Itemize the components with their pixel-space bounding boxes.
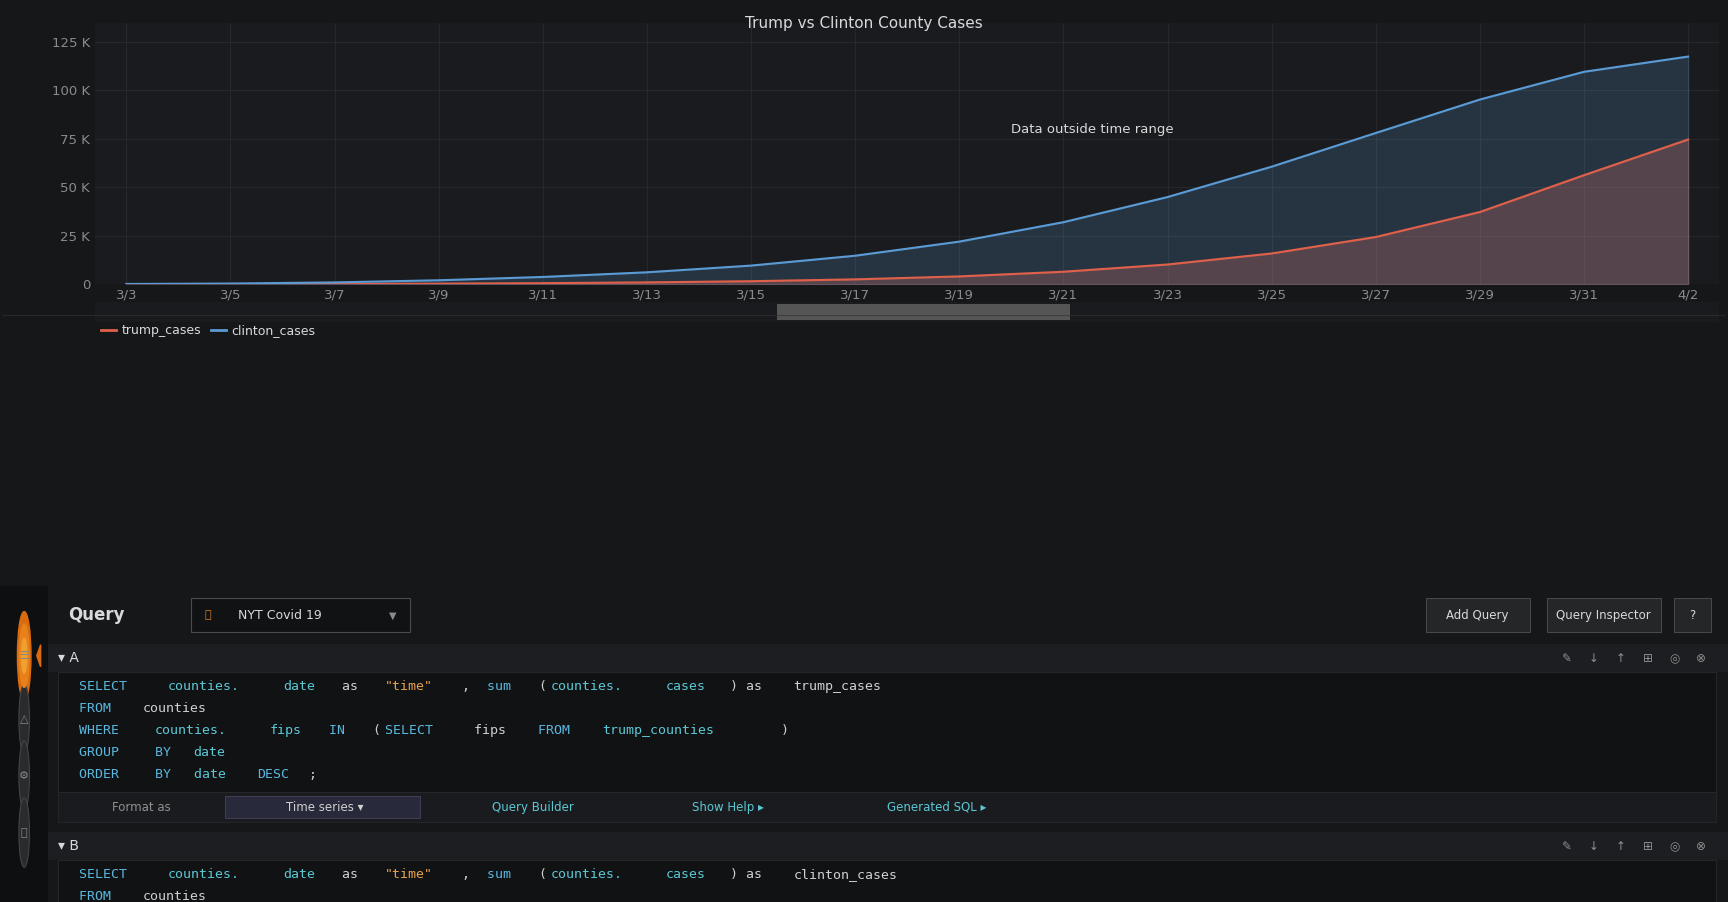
Bar: [192, 598, 410, 632]
Bar: [1426, 598, 1529, 632]
Text: Add Query: Add Query: [1446, 609, 1509, 621]
Bar: [48, 644, 1728, 672]
Text: SELECT: SELECT: [78, 680, 135, 693]
Text: trump_counties: trump_counties: [601, 723, 714, 737]
Text: BY: BY: [156, 768, 180, 781]
Text: ⚙: ⚙: [19, 770, 29, 781]
Text: ↑: ↑: [1616, 840, 1626, 852]
Text: "time": "time": [385, 868, 434, 880]
Text: 🔔: 🔔: [21, 827, 28, 838]
Bar: [778, 304, 1070, 320]
Text: GROUP: GROUP: [78, 746, 126, 759]
Text: trump_cases: trump_cases: [793, 680, 881, 693]
Text: ) as: ) as: [729, 868, 769, 880]
Text: cases: cases: [665, 680, 705, 693]
Text: ;: ;: [308, 768, 316, 781]
Text: Query Builder: Query Builder: [492, 801, 574, 814]
Text: ▾ A: ▾ A: [59, 651, 79, 666]
Text: Time series ▾: Time series ▾: [285, 801, 363, 814]
Bar: [59, 792, 1716, 823]
Text: date: date: [194, 768, 233, 781]
Text: fips: fips: [270, 723, 302, 737]
Bar: [59, 861, 1716, 902]
Text: WHERE: WHERE: [78, 723, 126, 737]
Text: Query: Query: [69, 606, 124, 624]
Bar: [1547, 598, 1661, 632]
Text: as: as: [334, 680, 366, 693]
Text: ⊗: ⊗: [1697, 840, 1706, 852]
Bar: [225, 796, 420, 818]
Text: cases: cases: [665, 868, 705, 880]
Text: sum: sum: [487, 680, 518, 693]
Text: counties: counties: [142, 702, 206, 714]
Text: ,: ,: [461, 680, 477, 693]
Bar: [1674, 598, 1711, 632]
Text: ▼: ▼: [389, 611, 396, 621]
Text: IN: IN: [321, 723, 353, 737]
Polygon shape: [36, 645, 41, 667]
Text: DESC: DESC: [257, 768, 289, 781]
Text: ↓: ↓: [1588, 652, 1598, 665]
Text: counties.: counties.: [551, 680, 622, 693]
Text: counties.: counties.: [168, 868, 240, 880]
Text: (: (: [537, 868, 546, 880]
Text: ⊗: ⊗: [1697, 652, 1706, 665]
Text: ↑: ↑: [1616, 652, 1626, 665]
Text: ⊞: ⊞: [1642, 840, 1652, 852]
Text: counties.: counties.: [168, 680, 240, 693]
Text: fips: fips: [473, 723, 515, 737]
Text: "time": "time": [385, 680, 434, 693]
Text: ORDER: ORDER: [78, 768, 126, 781]
Text: 🛢: 🛢: [204, 611, 211, 621]
Circle shape: [19, 684, 29, 754]
Text: Show Help ▸: Show Help ▸: [693, 801, 764, 814]
Text: (: (: [372, 723, 380, 737]
Text: FROM: FROM: [78, 702, 119, 714]
Text: clinton_cases: clinton_cases: [793, 868, 897, 880]
Circle shape: [17, 612, 31, 700]
Text: △: △: [21, 713, 28, 724]
Text: date: date: [283, 868, 314, 880]
Text: as: as: [334, 868, 366, 880]
Circle shape: [19, 798, 29, 868]
Text: ,: ,: [461, 868, 477, 880]
Text: ⊞: ⊞: [1642, 652, 1652, 665]
Text: sum: sum: [487, 868, 518, 880]
Text: Format as: Format as: [112, 801, 171, 814]
Text: counties: counties: [142, 889, 206, 902]
Bar: [59, 672, 1716, 792]
Text: FROM: FROM: [537, 723, 579, 737]
Text: Data outside time range: Data outside time range: [1011, 123, 1173, 135]
Circle shape: [19, 741, 29, 810]
Legend: trump_cases, clinton_cases: trump_cases, clinton_cases: [102, 325, 314, 337]
Text: ◎: ◎: [1669, 652, 1680, 665]
Text: FROM: FROM: [78, 889, 119, 902]
Bar: [48, 833, 1728, 861]
Text: (: (: [537, 680, 546, 693]
Text: counties.: counties.: [551, 868, 622, 880]
Text: ): ): [781, 723, 788, 737]
Text: date: date: [194, 746, 225, 759]
Text: SELECT: SELECT: [385, 723, 441, 737]
Text: ✎: ✎: [1562, 840, 1572, 852]
Text: Query Inspector: Query Inspector: [1557, 609, 1650, 621]
Text: BY: BY: [156, 746, 180, 759]
Text: Generated SQL ▸: Generated SQL ▸: [886, 801, 987, 814]
Text: ☰: ☰: [19, 650, 29, 661]
Text: date: date: [283, 680, 314, 693]
Text: counties.: counties.: [156, 723, 226, 737]
Text: ▾ B: ▾ B: [59, 839, 79, 853]
Text: NYT Covid 19: NYT Covid 19: [238, 609, 321, 621]
Circle shape: [19, 624, 29, 687]
Text: ↓: ↓: [1588, 840, 1598, 852]
Text: ) as: ) as: [729, 680, 769, 693]
Text: SELECT: SELECT: [78, 868, 135, 880]
Text: ✎: ✎: [1562, 652, 1572, 665]
Circle shape: [21, 639, 28, 673]
Text: Trump vs Clinton County Cases: Trump vs Clinton County Cases: [745, 16, 983, 32]
Text: ?: ?: [1690, 609, 1695, 621]
Text: ◎: ◎: [1669, 840, 1680, 852]
